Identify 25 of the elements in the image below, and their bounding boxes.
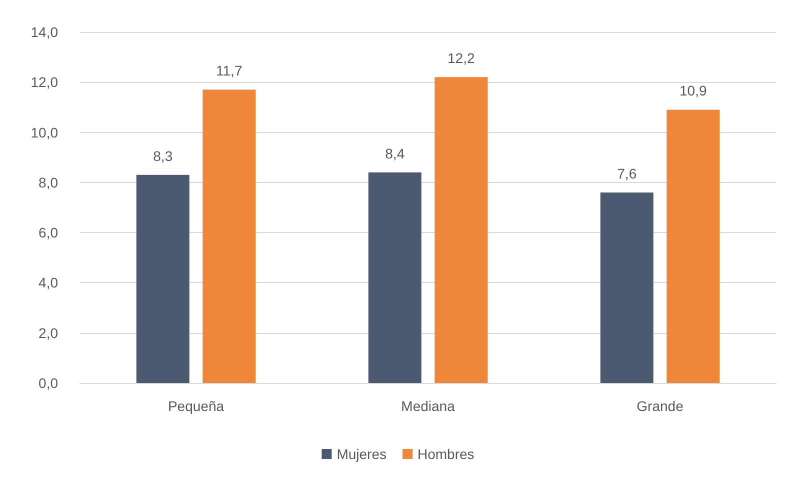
y-tick-label: 4,0: [38, 274, 58, 291]
y-tick-label: 12,0: [30, 74, 58, 90]
x-tick-label: Mediana: [401, 398, 456, 414]
bar: [368, 172, 422, 383]
bar: [666, 110, 720, 383]
y-tick-label: 14,0: [30, 24, 58, 40]
x-tick-label: Grande: [636, 398, 684, 414]
x-tick-label: Pequeña: [168, 398, 224, 414]
data-label: 8,3: [153, 148, 173, 164]
data-label: 7,6: [617, 165, 637, 182]
bar: [434, 77, 488, 383]
legend-label: Hombres: [418, 446, 474, 462]
data-label: 11,7: [216, 62, 242, 79]
bar: [202, 90, 256, 383]
legend-label: Mujeres: [336, 446, 387, 462]
y-tick-label: 6,0: [38, 224, 58, 241]
y-tick-label: 10,0: [30, 124, 58, 140]
data-label: 10,9: [680, 82, 707, 99]
data-label: 8,4: [385, 145, 405, 162]
y-tick-label: 0,0: [38, 375, 58, 391]
bar: [136, 174, 190, 383]
y-tick-label: 8,0: [38, 174, 58, 190]
data-label: 12,2: [448, 50, 475, 66]
y-tick-label: 2,0: [38, 324, 58, 341]
bar: [600, 192, 654, 383]
